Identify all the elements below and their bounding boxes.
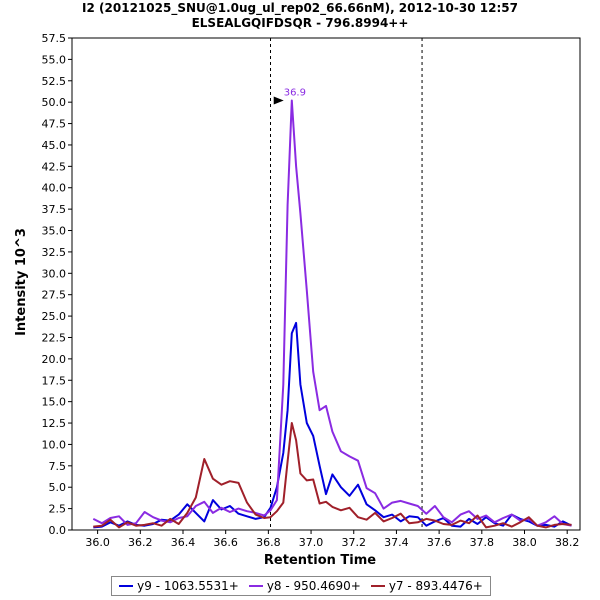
y-tick-label: 20.0 xyxy=(42,353,67,366)
x-tick-label: 36.8 xyxy=(256,536,281,549)
chart-subtitle: ELSEALGQIFDSQR - 796.8994++ xyxy=(191,16,409,30)
legend-item-y7: y7 - 893.4476+ xyxy=(370,579,483,593)
peak-retention-label: 36.9 xyxy=(284,87,306,98)
series-line-y7 xyxy=(93,422,572,529)
legend: y9 - 1063.5531+ y8 - 950.4690+ y7 - 893.… xyxy=(111,576,491,596)
plot-area xyxy=(71,37,581,531)
x-tick-label: 37.2 xyxy=(341,536,366,549)
y-axis-label: Intensity 10^3 xyxy=(14,228,29,336)
series-line-y8 xyxy=(92,99,572,527)
legend-swatch-y7 xyxy=(370,585,385,587)
legend-item-y9: y9 - 1063.5531+ xyxy=(119,579,239,593)
legend-label-y7: y7 - 893.4476+ xyxy=(388,579,483,593)
x-tick-label: 37.8 xyxy=(470,536,495,549)
y-tick-label: 47.5 xyxy=(42,118,67,131)
y-tick-label: 45.0 xyxy=(42,139,67,152)
legend-label-y9: y9 - 1063.5531+ xyxy=(137,579,239,593)
y-tick-label: 25.0 xyxy=(42,310,67,323)
x-axis-label: Retention Time xyxy=(264,553,376,568)
y-tick-label: 2.5 xyxy=(49,503,67,516)
legend-item-y8: y8 - 950.4690+ xyxy=(248,579,361,593)
legend-label-y8: y8 - 950.4690+ xyxy=(266,579,361,593)
chromatogram-chart: 0.0 2.5 5.0 7.5 10.0 12.5 15.0 17.5 20.0 22.5 25.0… xyxy=(14,32,581,568)
y-tick-label: 55.0 xyxy=(42,53,67,66)
x-tick-label: 37.6 xyxy=(427,536,452,549)
y-tick-label: 5.0 xyxy=(49,481,67,494)
x-tick-label: 38.0 xyxy=(512,536,537,549)
y-tick-label: 57.5 xyxy=(42,32,67,45)
x-tick-label: 36.6 xyxy=(213,536,238,549)
y-tick-label: 7.5 xyxy=(49,460,67,473)
x-tick-label: 38.2 xyxy=(555,536,580,549)
y-tick-label: 15.0 xyxy=(42,396,67,409)
legend-swatch-y9 xyxy=(119,585,134,587)
y-tick-label: 10.0 xyxy=(42,438,67,451)
y-tick-label: 30.0 xyxy=(42,267,67,280)
y-tick-label: 22.5 xyxy=(42,331,67,344)
x-tick-label: 37.0 xyxy=(299,536,324,549)
y-tick-label: 35.0 xyxy=(42,225,67,238)
x-tick-label: 37.4 xyxy=(384,536,409,549)
y-tick-label: 42.5 xyxy=(42,160,67,173)
chart-title: I2 (20121025_SNU@1.0ug_ul_rep02_66.66nM)… xyxy=(82,1,518,15)
y-tick-label: 27.5 xyxy=(42,289,67,302)
y-tick-label: 50.0 xyxy=(42,96,67,109)
y-tick-label: 17.5 xyxy=(42,374,67,387)
y-tick-label: 52.5 xyxy=(42,75,67,88)
y-tick-label: 32.5 xyxy=(42,246,67,259)
y-tick-label: 40.0 xyxy=(42,182,67,195)
peak-marker-arrow xyxy=(273,96,284,105)
legend-swatch-y8 xyxy=(248,585,263,587)
x-tick-label: 36.4 xyxy=(171,536,196,549)
x-tick-label: 36.2 xyxy=(128,536,153,549)
x-tick-label: 36.0 xyxy=(85,536,110,549)
y-tick-label: 0.0 xyxy=(49,524,67,537)
y-tick-label: 12.5 xyxy=(42,417,67,430)
y-tick-label: 37.5 xyxy=(42,203,67,216)
series-line-y9 xyxy=(93,321,572,529)
